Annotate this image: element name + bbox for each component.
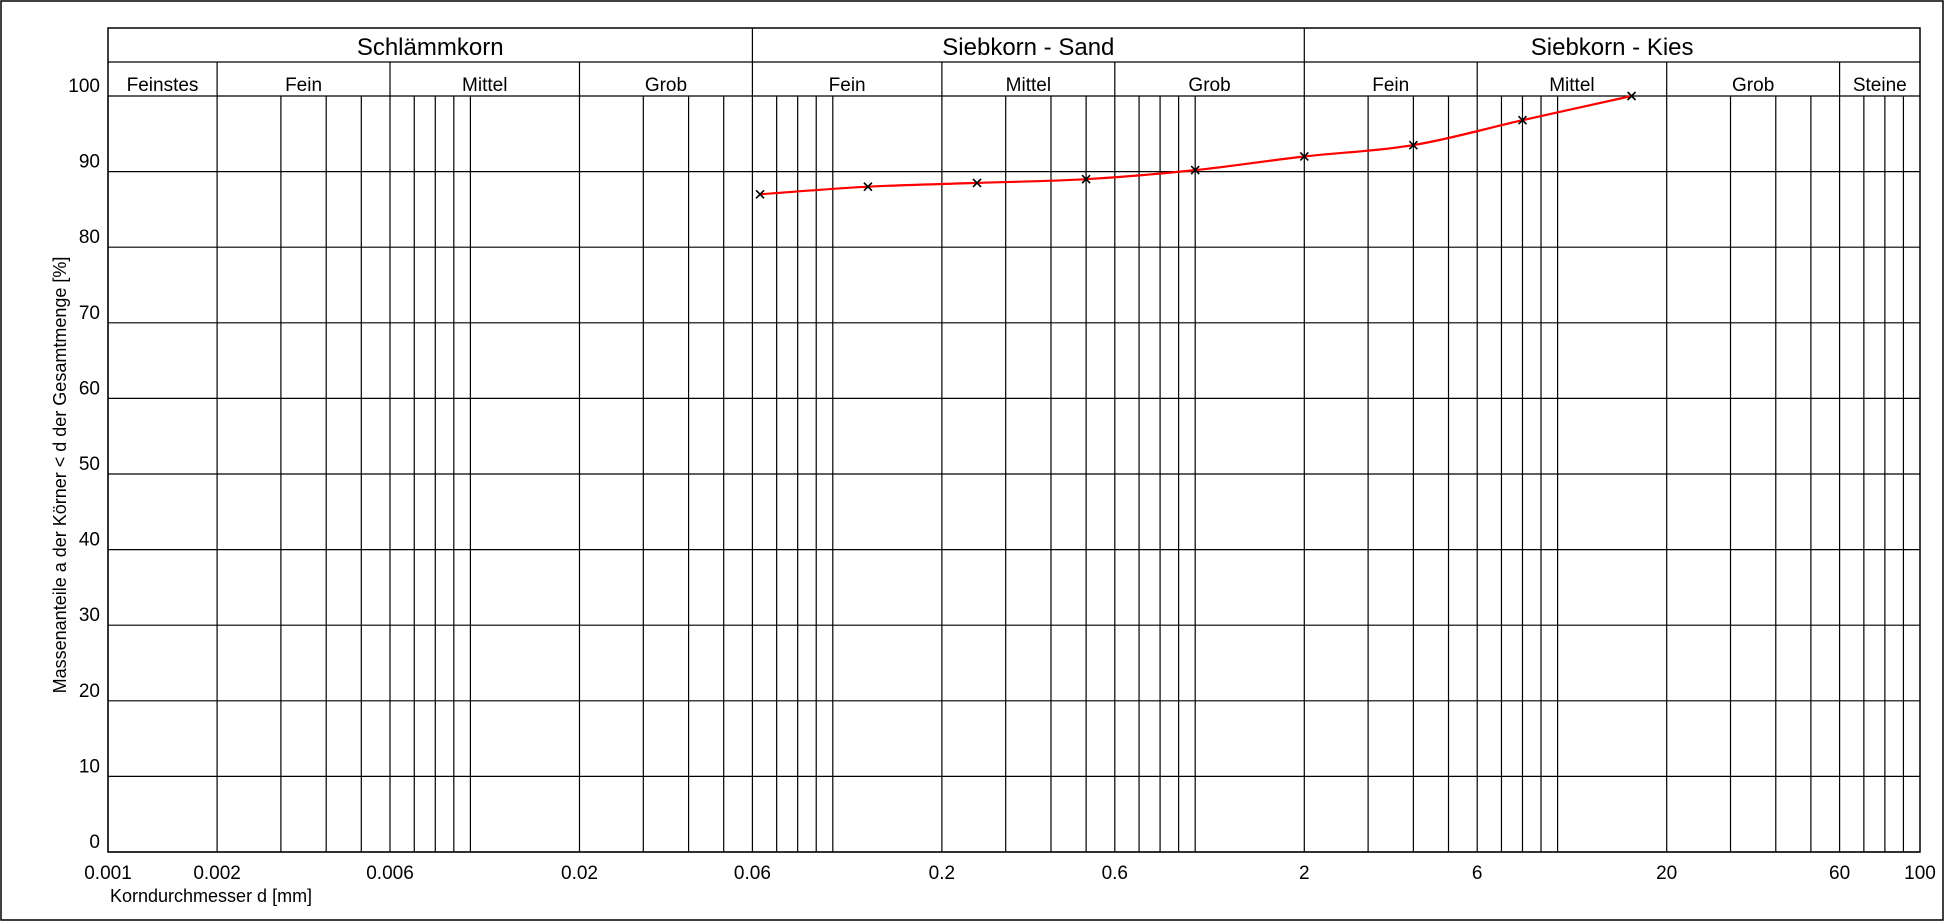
y-tick-label: 10 [79, 756, 100, 777]
y-tick-label: 40 [79, 530, 100, 551]
x-tick-label: 0.02 [561, 863, 598, 884]
data-point [1081, 174, 1091, 184]
y-axis-label: Massenanteile a der Körner < d der Gesam… [50, 257, 70, 694]
data-point-marker [1190, 165, 1200, 175]
y-tick-label: 100 [68, 76, 100, 97]
header-lower-label: Steine [1853, 75, 1907, 96]
y-tick-label: 0 [89, 832, 100, 853]
header-lower-label: Grob [645, 75, 687, 96]
y-axis-ticks: 0 10 20 30 40 50 60 70 80 90 100 [68, 76, 100, 853]
data-point-marker [1299, 151, 1309, 162]
y-tick-label: 90 [79, 152, 100, 173]
data-point-marker [1081, 174, 1091, 184]
x-axis-ticks: 0.001 0.002 0.006 0.02 0.06 0.2 0.6 2 6 20 60 100 [84, 863, 1936, 884]
header-lower-label: Grob [1732, 75, 1774, 96]
series [755, 91, 1637, 199]
data-point [1190, 165, 1200, 175]
x-tick-label: 100 [1904, 863, 1936, 884]
x-tick-label: 0.002 [193, 863, 241, 884]
header-lower-label: Fein [285, 75, 322, 96]
data-point-marker [1408, 140, 1418, 150]
header-lower-label: Feinstes [127, 75, 199, 96]
grid [107, 27, 1921, 853]
y-tick-label: 70 [79, 303, 100, 324]
data-point [1627, 91, 1637, 101]
y-tick-label: 30 [79, 605, 100, 626]
data-point-marker [863, 182, 873, 192]
header-lower-label: Fein [1372, 75, 1409, 96]
header-upper-label: Siebkorn - Sand [942, 34, 1114, 61]
y-tick-label: 20 [79, 681, 100, 702]
x-tick-label: 0.06 [734, 863, 771, 884]
x-tick-label: 0.6 [1102, 863, 1128, 884]
header-lower-label: Fein [829, 75, 866, 96]
y-tick-label: 60 [79, 378, 100, 399]
x-tick-label: 60 [1829, 863, 1850, 884]
header-upper-label: Schlämmkorn [357, 34, 504, 61]
data-point [1517, 115, 1528, 125]
data-point-marker [972, 178, 982, 188]
grain-class-header: Schlämmkorn Siebkorn - Sand Siebkorn - Kie… [108, 28, 1920, 96]
x-tick-label: 0.006 [366, 863, 414, 884]
x-tick-label: 20 [1656, 863, 1677, 884]
x-tick-label: 0.001 [84, 863, 132, 884]
data-point [1408, 140, 1418, 150]
header-lower-label: Mittel [1549, 75, 1594, 96]
header-lower-label: Grob [1188, 75, 1230, 96]
y-tick-label: 80 [79, 227, 100, 248]
y-tick-label: 50 [79, 454, 100, 475]
data-point-marker [1517, 115, 1528, 125]
x-tick-label: 2 [1299, 863, 1310, 884]
data-point-marker [755, 189, 765, 199]
header-lower-label: Mittel [462, 75, 507, 96]
x-tick-label: 6 [1472, 863, 1483, 884]
x-axis-label: Korndurchmesser d [mm] [110, 886, 312, 906]
data-point [972, 178, 982, 188]
data-point [755, 189, 765, 199]
data-point [863, 182, 873, 192]
plot-border [107, 27, 1921, 853]
header-upper-label: Siebkorn - Kies [1531, 34, 1694, 61]
data-point-marker [1627, 91, 1637, 101]
x-tick-label: 0.2 [929, 863, 955, 884]
data-point [1299, 151, 1309, 162]
header-lower-label: Mittel [1006, 75, 1051, 96]
